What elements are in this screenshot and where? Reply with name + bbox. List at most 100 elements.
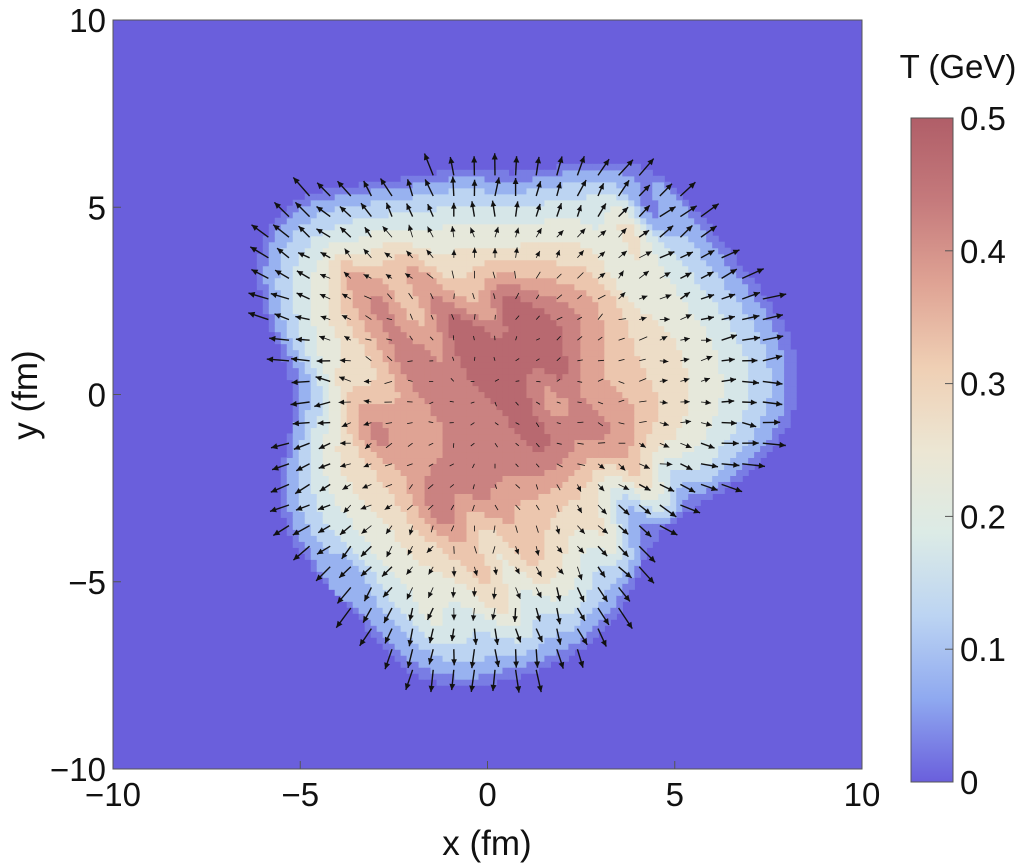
contour-cell bbox=[592, 625, 599, 632]
contour-cell bbox=[628, 463, 635, 470]
contour-cell bbox=[538, 205, 546, 213]
contour-cell bbox=[376, 235, 384, 243]
contour-cell bbox=[604, 505, 611, 512]
contour-cell bbox=[346, 187, 354, 195]
contour-cell bbox=[574, 283, 581, 291]
contour-cell bbox=[598, 325, 605, 333]
contour-cell bbox=[514, 643, 522, 650]
contour-cell bbox=[292, 205, 300, 213]
contour-cell bbox=[442, 265, 450, 273]
contour-cell bbox=[442, 445, 450, 453]
contour-cell bbox=[538, 265, 546, 273]
contour-cell bbox=[490, 475, 498, 482]
contour-cell bbox=[610, 283, 617, 291]
contour-cell bbox=[334, 295, 342, 303]
contour-cell bbox=[466, 637, 474, 644]
contour-cell bbox=[310, 559, 318, 566]
contour-cell bbox=[400, 493, 408, 500]
contour-cell bbox=[466, 217, 474, 225]
contour-cell bbox=[418, 637, 426, 644]
contour-cell bbox=[568, 625, 575, 632]
contour-cell bbox=[340, 325, 348, 333]
contour-cell bbox=[340, 445, 348, 453]
contour-cell bbox=[664, 289, 671, 297]
contour-cell bbox=[568, 229, 575, 237]
contour-cell bbox=[298, 301, 306, 309]
contour-cell bbox=[280, 319, 288, 327]
contour-cell bbox=[310, 403, 318, 411]
contour-cell bbox=[412, 223, 420, 231]
contour-cell bbox=[598, 319, 605, 327]
contour-cell bbox=[610, 433, 617, 441]
contour-cell bbox=[634, 433, 641, 441]
contour-cell bbox=[364, 265, 372, 273]
contour-cell bbox=[526, 349, 534, 357]
contour-cell bbox=[544, 355, 552, 363]
contour-cell bbox=[616, 217, 623, 225]
contour-cell bbox=[448, 283, 456, 291]
contour-cell bbox=[430, 631, 438, 638]
contour-cell bbox=[376, 301, 384, 309]
contour-cell bbox=[580, 643, 587, 650]
contour-cell bbox=[544, 541, 552, 548]
contour-cell bbox=[328, 319, 336, 327]
contour-cell bbox=[304, 205, 312, 213]
contour-cell bbox=[418, 247, 426, 255]
contour-cell bbox=[352, 541, 360, 548]
contour-cell bbox=[310, 451, 318, 459]
contour-cell bbox=[472, 571, 480, 578]
contour-cell bbox=[472, 277, 480, 285]
contour-cell bbox=[274, 253, 282, 261]
contour-cell bbox=[604, 409, 611, 417]
contour-cell bbox=[562, 223, 569, 231]
contour-cell bbox=[490, 577, 498, 584]
contour-cell bbox=[382, 631, 390, 638]
contour-cell bbox=[448, 349, 456, 357]
contour-cell bbox=[646, 391, 653, 399]
contour-cell bbox=[424, 541, 432, 548]
contour-cell bbox=[592, 541, 599, 548]
contour-cell bbox=[286, 277, 294, 285]
contour-cell bbox=[454, 619, 462, 626]
contour-cell bbox=[304, 547, 312, 554]
contour-cell bbox=[496, 355, 504, 363]
contour-cell bbox=[370, 457, 378, 465]
contour-cell bbox=[280, 289, 288, 297]
contour-cell bbox=[532, 469, 540, 476]
contour-cell bbox=[454, 451, 462, 459]
contour-cell bbox=[490, 661, 498, 668]
contour-cell bbox=[616, 379, 623, 387]
contour-cell bbox=[382, 271, 390, 279]
contour-cell bbox=[400, 349, 408, 357]
contour-cell bbox=[340, 211, 348, 219]
contour-cell bbox=[658, 301, 665, 309]
contour-cell bbox=[352, 325, 360, 333]
contour-cell bbox=[262, 259, 270, 267]
contour-cell bbox=[424, 625, 432, 632]
contour-cell bbox=[586, 595, 593, 602]
contour-cell bbox=[346, 493, 354, 500]
contour-cell bbox=[580, 199, 587, 207]
contour-cell bbox=[328, 259, 336, 267]
contour-cell bbox=[658, 421, 665, 429]
contour-cell bbox=[520, 445, 528, 453]
contour-cell bbox=[478, 655, 486, 662]
contour-cell bbox=[496, 457, 504, 465]
contour-cell bbox=[640, 433, 647, 441]
contour-cell bbox=[556, 259, 563, 267]
contour-cell bbox=[634, 361, 641, 369]
contour-cell bbox=[334, 241, 342, 249]
contour-cell bbox=[472, 439, 480, 447]
contour-cell bbox=[592, 463, 599, 470]
contour-cell bbox=[514, 655, 522, 662]
contour-cell bbox=[598, 469, 605, 476]
contour-cell bbox=[466, 403, 474, 411]
contour-cell bbox=[376, 379, 384, 387]
contour-cell bbox=[346, 553, 354, 560]
contour-cell bbox=[550, 379, 558, 387]
contour-cell bbox=[610, 541, 617, 548]
contour-cell bbox=[562, 649, 569, 656]
contour-cell bbox=[562, 265, 569, 273]
contour-cell bbox=[502, 475, 510, 482]
contour-cell bbox=[652, 511, 659, 518]
